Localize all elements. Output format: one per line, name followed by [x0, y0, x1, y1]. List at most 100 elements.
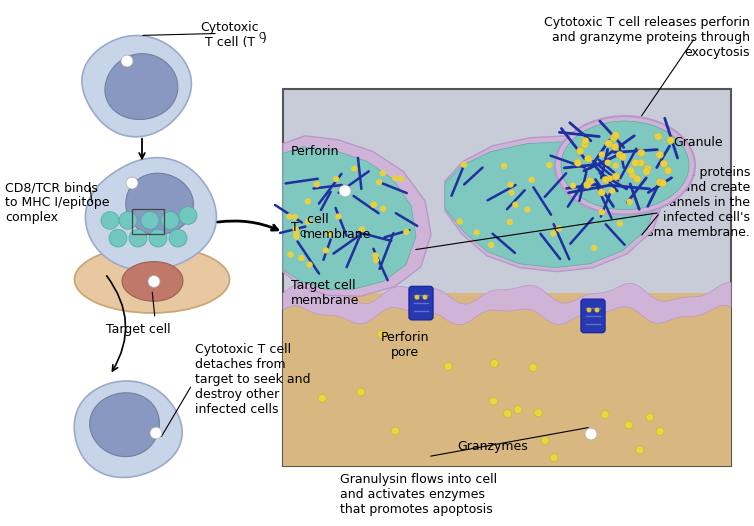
- Polygon shape: [82, 36, 192, 137]
- Text: Perforin: Perforin: [291, 145, 339, 158]
- Circle shape: [607, 175, 613, 181]
- Text: Granzymes: Granzymes: [458, 440, 529, 453]
- Circle shape: [529, 177, 535, 183]
- Circle shape: [333, 176, 339, 182]
- Circle shape: [501, 163, 507, 169]
- Circle shape: [372, 252, 379, 259]
- Circle shape: [587, 177, 594, 185]
- Circle shape: [422, 295, 428, 300]
- Circle shape: [587, 308, 591, 312]
- Circle shape: [372, 257, 379, 264]
- Text: Target cell: Target cell: [106, 323, 170, 336]
- Circle shape: [556, 226, 562, 232]
- Circle shape: [654, 133, 662, 140]
- Polygon shape: [445, 141, 656, 268]
- Circle shape: [508, 189, 515, 196]
- Circle shape: [121, 55, 133, 67]
- Circle shape: [326, 230, 333, 237]
- Circle shape: [619, 153, 627, 161]
- Text: Cytotoxic
T cell (T: Cytotoxic T cell (T: [201, 21, 259, 49]
- Circle shape: [612, 173, 620, 180]
- Circle shape: [314, 181, 320, 188]
- Circle shape: [550, 230, 556, 237]
- Circle shape: [351, 166, 357, 172]
- Ellipse shape: [555, 116, 695, 215]
- Circle shape: [608, 188, 615, 194]
- Circle shape: [293, 226, 299, 232]
- FancyBboxPatch shape: [409, 286, 433, 320]
- Circle shape: [601, 411, 609, 419]
- Circle shape: [149, 229, 167, 247]
- Polygon shape: [283, 282, 731, 325]
- Circle shape: [507, 181, 513, 188]
- Circle shape: [637, 159, 645, 167]
- Circle shape: [504, 409, 511, 417]
- Bar: [283, 88, 731, 467]
- Circle shape: [514, 406, 522, 413]
- Circle shape: [627, 167, 635, 175]
- Circle shape: [611, 143, 619, 150]
- Text: C: C: [299, 230, 306, 239]
- Circle shape: [391, 427, 400, 435]
- Circle shape: [287, 251, 293, 258]
- Circle shape: [292, 214, 298, 220]
- Polygon shape: [75, 381, 182, 478]
- Circle shape: [109, 229, 127, 247]
- Text: Target cell
membrane: Target cell membrane: [291, 279, 360, 307]
- Circle shape: [599, 209, 605, 215]
- Circle shape: [524, 206, 531, 213]
- Circle shape: [415, 295, 419, 300]
- Circle shape: [119, 211, 137, 229]
- Circle shape: [305, 218, 311, 225]
- Circle shape: [541, 437, 549, 444]
- Ellipse shape: [75, 246, 229, 313]
- Circle shape: [627, 199, 633, 205]
- Circle shape: [612, 163, 619, 169]
- Circle shape: [179, 207, 197, 225]
- Circle shape: [637, 149, 645, 157]
- Circle shape: [169, 229, 187, 247]
- Circle shape: [444, 362, 452, 370]
- Circle shape: [126, 177, 138, 189]
- Circle shape: [490, 359, 498, 367]
- Circle shape: [616, 151, 624, 159]
- Text: T: T: [291, 221, 299, 234]
- Circle shape: [661, 160, 668, 168]
- Circle shape: [535, 409, 542, 417]
- Circle shape: [287, 213, 293, 219]
- Circle shape: [376, 179, 382, 185]
- Circle shape: [380, 206, 386, 212]
- Circle shape: [298, 255, 305, 261]
- Circle shape: [336, 214, 342, 220]
- Bar: [132, 209, 164, 234]
- Circle shape: [644, 165, 651, 173]
- Text: Granulysin flows into cell
and activates enzymes
that promotes apoptosis: Granulysin flows into cell and activates…: [340, 473, 497, 517]
- Text: Cytotoxic T cell releases perforin
and granzyme proteins through
exocytosis: Cytotoxic T cell releases perforin and g…: [544, 16, 750, 59]
- Circle shape: [610, 134, 618, 141]
- Circle shape: [489, 397, 498, 405]
- Text: ): ): [262, 33, 267, 45]
- Circle shape: [378, 330, 385, 338]
- Circle shape: [359, 226, 365, 232]
- Circle shape: [584, 155, 592, 163]
- Polygon shape: [126, 173, 193, 235]
- Circle shape: [630, 172, 636, 178]
- Circle shape: [656, 179, 664, 186]
- Circle shape: [323, 247, 329, 254]
- Polygon shape: [105, 54, 178, 119]
- Circle shape: [581, 137, 589, 145]
- Ellipse shape: [561, 121, 689, 210]
- Circle shape: [161, 211, 179, 229]
- Circle shape: [403, 229, 409, 235]
- Circle shape: [461, 161, 467, 168]
- Circle shape: [646, 413, 654, 421]
- Circle shape: [664, 167, 672, 175]
- Polygon shape: [90, 393, 159, 457]
- Circle shape: [659, 179, 667, 187]
- Text: Perforin proteins
insert and create
channels in the
infected cell's
plasma membr: Perforin proteins insert and create chan…: [628, 166, 750, 239]
- Circle shape: [379, 170, 386, 176]
- Bar: [283, 294, 731, 467]
- Circle shape: [656, 428, 664, 436]
- Polygon shape: [85, 158, 216, 270]
- Polygon shape: [283, 136, 431, 296]
